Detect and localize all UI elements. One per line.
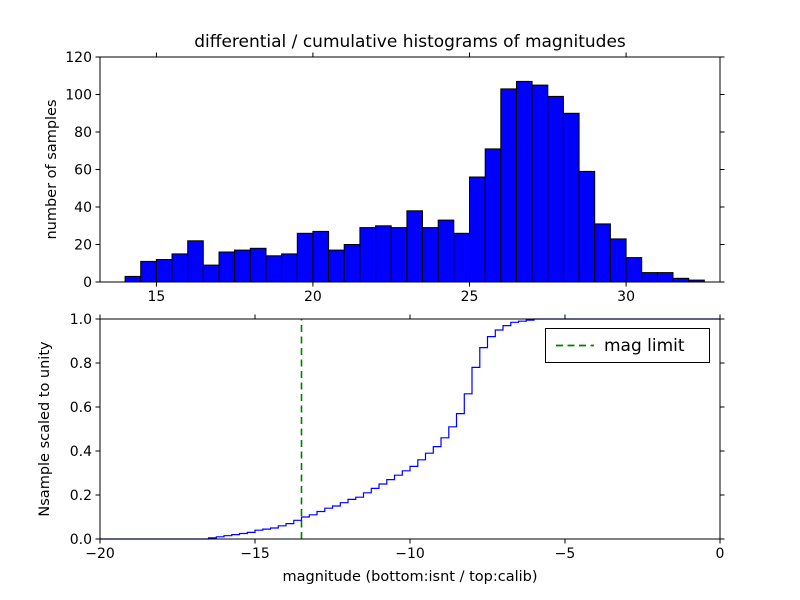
- cumulative-step-curve: [100, 318, 720, 540]
- top-histogram-plot: 15 20 25 30 0 20 40 60 80 100 120: [65, 50, 725, 305]
- histogram-bar: [375, 225, 392, 283]
- legend-box: [545, 328, 710, 363]
- y-tick-label: 1.0: [70, 312, 92, 328]
- y-tick-label: 0: [83, 275, 92, 291]
- histogram-bar: [328, 249, 345, 283]
- axes-frame: [99, 56, 721, 283]
- x-tick-label: −10: [395, 546, 425, 562]
- histogram-bar: [484, 148, 502, 283]
- top-y-axis-label: number of samples: [44, 99, 60, 239]
- histogram-bar: [343, 244, 361, 283]
- y-tick-label: 120: [65, 50, 92, 66]
- bottom-y-axis-label: Nsample scaled to unity: [37, 341, 53, 517]
- y-tick-label: 80: [74, 125, 92, 141]
- histogram-bar: [594, 223, 611, 283]
- x-tick-label: −20: [85, 546, 115, 562]
- histogram-bar: [187, 240, 204, 283]
- histogram-bar: [140, 260, 157, 283]
- y-tick-label: 60: [74, 163, 92, 179]
- histogram-bar: [469, 176, 486, 283]
- x-tick-label: 15: [147, 289, 165, 305]
- histogram-bar: [406, 210, 423, 283]
- histogram-bar: [641, 272, 658, 283]
- y-tick-label: 0.6: [70, 400, 92, 416]
- x-tick-label: 0: [716, 546, 725, 562]
- histogram-bar: [249, 247, 267, 283]
- histogram-bar: [218, 251, 236, 283]
- x-tick-label: 30: [617, 289, 635, 305]
- y-tick-label: 0.4: [70, 444, 92, 460]
- histogram-bar: [562, 112, 580, 283]
- x-tick-label: −15: [240, 546, 270, 562]
- histogram-bar: [422, 227, 439, 283]
- histogram-bar: [625, 257, 643, 283]
- figure-title: differential / cumulative histograms of …: [194, 32, 626, 52]
- x-tick-label: −5: [555, 546, 576, 562]
- histogram-bar: [437, 219, 455, 283]
- histogram-bar: [202, 264, 220, 283]
- histogram-bar: [296, 232, 314, 283]
- axes-frame: [99, 318, 721, 540]
- legend-label: mag limit: [604, 336, 685, 356]
- bottom-x-axis-label: magnitude (bottom:isnt / top:calib): [282, 569, 537, 585]
- y-tick-label: 0.8: [70, 356, 92, 372]
- y-tick-label: 0.0: [70, 532, 92, 548]
- histogram-bar: [312, 230, 330, 283]
- histogram-bar: [453, 232, 470, 283]
- histogram-bar: [234, 249, 251, 283]
- histogram-bar: [609, 238, 627, 283]
- histogram-bar: [124, 275, 142, 283]
- histogram-bar: [265, 255, 283, 283]
- legend: mag limit: [545, 328, 710, 363]
- histogram-bar: [656, 272, 674, 283]
- histogram-bar: [672, 277, 690, 283]
- histogram-bar: [547, 95, 564, 283]
- x-tick-label: 20: [304, 289, 322, 305]
- histogram-bar: [359, 227, 377, 283]
- histogram-bar: [516, 80, 533, 283]
- histogram-bar: [390, 227, 408, 283]
- histogram-bar: [281, 253, 298, 283]
- histogram-bar: [531, 84, 549, 283]
- histogram-bar: [155, 259, 173, 283]
- histogram-bar: [578, 170, 596, 283]
- y-tick-label: 20: [74, 238, 92, 254]
- y-tick-label: 0.2: [70, 488, 92, 504]
- histogram-bar: [500, 88, 517, 283]
- histogram-bar: [171, 253, 189, 283]
- y-tick-label: 40: [74, 200, 92, 216]
- y-tick-label: 100: [65, 88, 92, 104]
- bottom-cumulative-plot: −20 −15 −10 −5 0 0.0 0.2 0.4 0.6 0.8 1.0: [70, 312, 725, 562]
- x-tick-label: 25: [461, 289, 479, 305]
